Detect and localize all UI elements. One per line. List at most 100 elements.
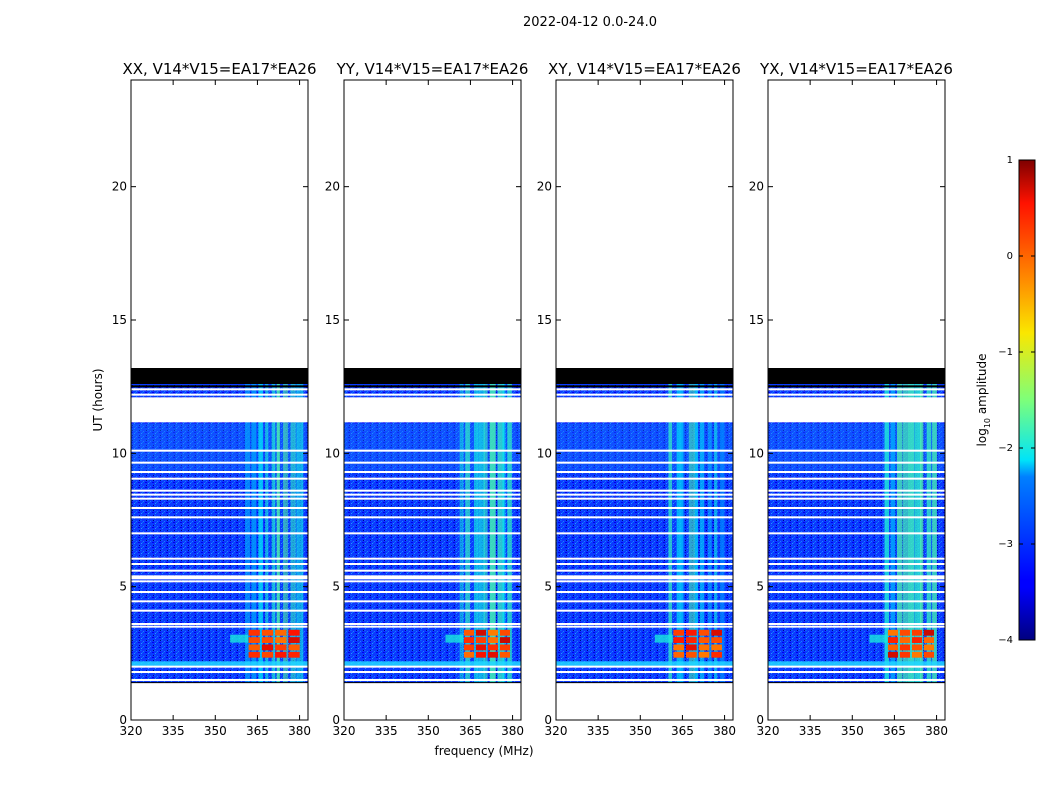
rfi-streak — [681, 368, 685, 683]
gap-line — [131, 623, 308, 625]
y-tick-label: 0 — [544, 713, 552, 727]
x-tick-label: 365 — [671, 724, 694, 738]
rfi-tile — [887, 637, 898, 643]
rfi-tile — [248, 651, 260, 658]
rfi-streak — [258, 368, 263, 683]
gap-line — [768, 575, 945, 580]
gap-line — [344, 516, 521, 519]
gap-line — [344, 461, 521, 464]
gap-line — [556, 471, 733, 473]
rfi-streak — [920, 368, 924, 683]
gap-line — [556, 497, 733, 500]
rfi-tile — [887, 651, 898, 658]
cyan-band — [556, 661, 733, 667]
rfi-tile — [475, 629, 486, 636]
x-tick-label: 365 — [459, 724, 482, 738]
rfi-tile — [261, 651, 274, 658]
gap-line — [344, 388, 521, 391]
spectrogram-panel-1: YY, V14*V15=EA17*EA26 320 335 350 365 380 0 5 10… — [325, 60, 529, 738]
rfi-tile — [261, 637, 274, 643]
flagged-block — [131, 368, 308, 384]
gap-line — [556, 477, 733, 480]
gap-line — [768, 600, 945, 603]
rfi-tile — [911, 637, 922, 643]
gap-line — [556, 449, 733, 452]
rfi-tile — [463, 651, 474, 658]
rfi-tile — [698, 651, 710, 658]
gap-line — [768, 671, 945, 673]
y-tick-label: 20 — [325, 180, 340, 194]
gap-line — [131, 679, 308, 681]
gap-line — [131, 507, 308, 509]
gap-block — [344, 397, 521, 422]
gap-line — [131, 393, 308, 396]
rfi-tile — [698, 637, 710, 643]
gap-line — [556, 507, 733, 509]
gap-line — [131, 580, 308, 583]
rfi-streak — [265, 368, 269, 683]
flagged-line — [768, 385, 945, 388]
gap-line — [344, 569, 521, 572]
rfi-streak — [271, 368, 276, 683]
rfi-streak — [914, 368, 922, 683]
rfi-tile — [499, 629, 511, 636]
plot-frame — [343, 79, 522, 721]
y-tick-label: 10 — [537, 446, 552, 460]
rfi-tile — [499, 644, 511, 651]
rfi-streak — [473, 368, 479, 683]
rfi-tile — [248, 637, 260, 643]
rfi-streak — [497, 368, 504, 683]
gap-line — [131, 493, 308, 496]
gap-line — [556, 489, 733, 492]
colorbar-tick-label: −3 — [998, 539, 1013, 550]
gap-line — [768, 532, 945, 535]
rfi-tile — [288, 644, 300, 651]
rfi-tile — [487, 644, 498, 651]
empty-region — [131, 682, 308, 720]
rfi-tile — [899, 629, 910, 636]
y-tick-label: 15 — [325, 313, 340, 327]
rfi-streak — [932, 368, 937, 683]
rfi-streak — [688, 368, 696, 683]
rfi-streak — [668, 368, 673, 683]
gap-line — [768, 388, 945, 391]
rfi-streak — [478, 368, 485, 683]
gap-line — [556, 600, 733, 603]
colorbar-gradient — [1018, 159, 1036, 641]
rfi-streak — [708, 368, 712, 683]
y-tick-label: 0 — [756, 713, 764, 727]
x-tick-label: 320 — [545, 724, 568, 738]
gap-line — [344, 665, 521, 668]
cyan-band — [131, 661, 308, 667]
x-tick-label: 335 — [587, 724, 610, 738]
gap-line — [344, 623, 521, 625]
flagged-block — [344, 368, 521, 384]
gap-line — [131, 461, 308, 464]
rfi-streak — [908, 368, 915, 683]
rfi-tile — [499, 637, 511, 643]
rfi-tail — [654, 634, 673, 643]
y-tick-label: 20 — [537, 180, 552, 194]
x-tick-label: 335 — [799, 724, 822, 738]
gap-line — [768, 580, 945, 583]
rfi-tile — [923, 629, 935, 636]
flagged-block — [768, 368, 945, 384]
gap-line — [768, 489, 945, 492]
rfi-streak — [283, 368, 288, 683]
y-tick-label: 5 — [119, 580, 127, 594]
rfi-streak — [244, 368, 251, 683]
gap-line — [131, 497, 308, 500]
gap-line — [556, 461, 733, 464]
gap-line — [131, 489, 308, 492]
gap-line — [344, 609, 521, 612]
x-tick-label: 380 — [925, 724, 948, 738]
rfi-tile — [463, 644, 474, 651]
rfi-tile — [673, 637, 685, 643]
x-tick-label: 350 — [629, 724, 652, 738]
gap-line — [344, 591, 521, 593]
rfi-tile — [288, 629, 300, 636]
y-tick-label: 10 — [112, 446, 127, 460]
rfi-tile — [899, 644, 910, 651]
gap-line — [556, 532, 733, 535]
rfi-tile — [275, 651, 287, 658]
